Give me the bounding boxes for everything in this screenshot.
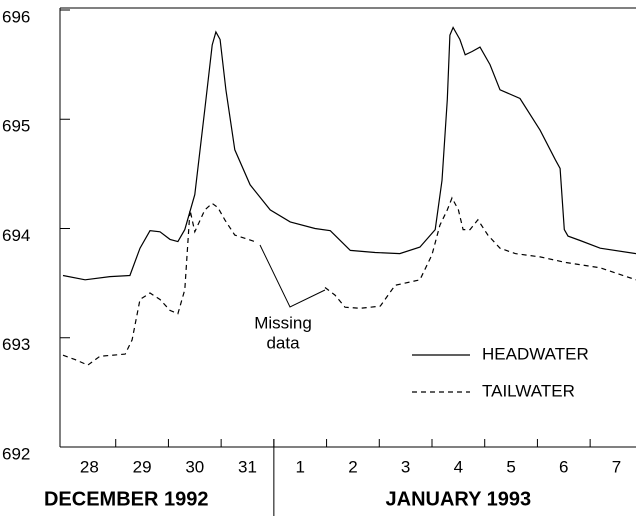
series-line bbox=[62, 196, 636, 366]
x-tick-label: 28 bbox=[80, 457, 99, 476]
x-tick-label: 3 bbox=[401, 457, 410, 476]
y-tick-label: 693 bbox=[2, 335, 30, 354]
y-tick-label: 694 bbox=[2, 226, 30, 245]
x-tick-label: 7 bbox=[612, 457, 621, 476]
annotation: Missing bbox=[254, 313, 312, 332]
month-label: JANUARY 1993 bbox=[386, 488, 532, 510]
annotation: data bbox=[266, 333, 300, 352]
x-tick-label: 31 bbox=[238, 457, 257, 476]
y-tick-label: 696 bbox=[2, 7, 30, 26]
x-tick-label: 5 bbox=[506, 457, 515, 476]
legend-label: HEADWATER bbox=[482, 344, 589, 363]
x-tick-label: 30 bbox=[185, 457, 204, 476]
y-tick-label: 692 bbox=[2, 444, 30, 463]
x-tick-label: 4 bbox=[454, 457, 463, 476]
x-tick-label: 1 bbox=[295, 457, 304, 476]
legend-label: TAILWATER bbox=[482, 381, 575, 400]
series-line bbox=[62, 26, 636, 281]
annotation-leader bbox=[259, 244, 326, 308]
y-tick-label: 695 bbox=[2, 117, 30, 136]
x-tick-label: 29 bbox=[133, 457, 152, 476]
month-label: DECEMBER 1992 bbox=[44, 488, 209, 510]
x-tick-label: 6 bbox=[559, 457, 568, 476]
x-tick-label: 2 bbox=[348, 457, 357, 476]
